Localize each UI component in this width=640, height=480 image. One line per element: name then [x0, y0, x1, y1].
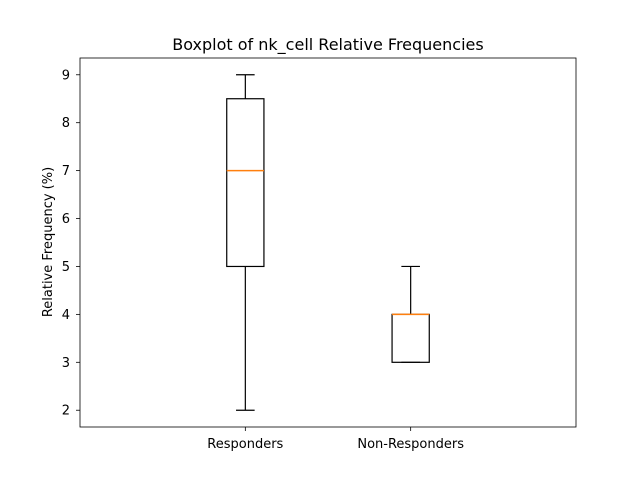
plot-frame: [79, 57, 577, 428]
y-tick-label: 4: [62, 308, 70, 323]
y-tick-label: 3: [62, 356, 70, 371]
box-series: [226, 74, 430, 411]
y-axis-ticks: 2 3 4 5 6 7 8 9: [62, 68, 80, 419]
x-tick-label: Responders: [207, 437, 283, 452]
chart-title: Boxplot of nk_cell Relative Frequencies: [172, 35, 483, 55]
box-non-responders: [391, 265, 430, 363]
x-tick-label: Non-Responders: [357, 437, 464, 452]
box-responders: [226, 74, 265, 411]
iqr-box: [391, 313, 430, 363]
iqr-box: [226, 98, 265, 268]
y-tick-label: 8: [62, 116, 70, 131]
x-axis-ticks: Responders Non-Responders: [207, 427, 464, 452]
y-tick-label: 2: [62, 404, 70, 419]
y-axis-label: Relative Frequency (%): [41, 167, 56, 317]
y-tick-label: 7: [62, 164, 70, 179]
y-tick-label: 6: [62, 212, 70, 227]
y-tick-label: 5: [62, 260, 70, 275]
y-tick-label: 9: [62, 68, 70, 83]
